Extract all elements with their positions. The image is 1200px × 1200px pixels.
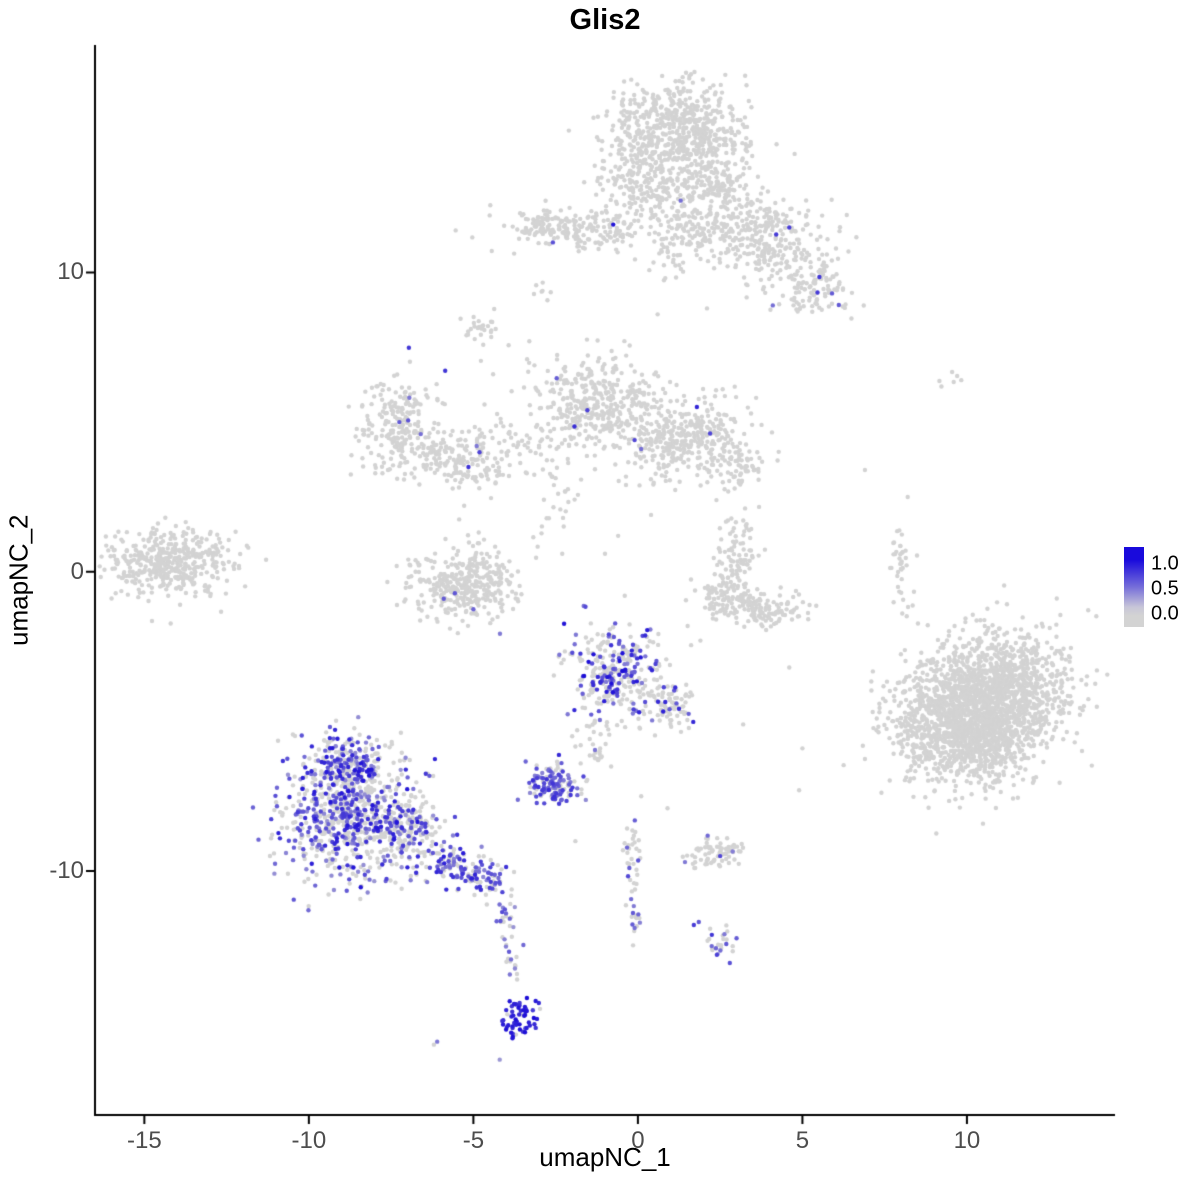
colorbar-gradient bbox=[1124, 547, 1144, 627]
x-tick-label: -10 bbox=[291, 1127, 327, 1154]
x-tick-label: -15 bbox=[127, 1127, 162, 1154]
legend-label-high: 1.0 bbox=[1151, 552, 1179, 575]
y-tick-label: 0 bbox=[70, 557, 84, 585]
y-axis-title: umapNC_2 bbox=[3, 514, 34, 646]
x-tick-label: 0 bbox=[631, 1127, 645, 1154]
x-tick-label: -5 bbox=[462, 1127, 485, 1154]
legend-label-mid: 0.5 bbox=[1151, 577, 1179, 600]
plot-title: Glis2 bbox=[569, 4, 641, 36]
x-tick-label: 10 bbox=[953, 1127, 981, 1154]
colorbar-legend: 1.0 0.5 0.0 bbox=[1124, 547, 1200, 639]
x-axis-title: umapNC_1 bbox=[539, 1142, 671, 1172]
y-tick-label: -10 bbox=[49, 857, 84, 885]
x-tick-label: 5 bbox=[795, 1127, 810, 1154]
legend-label-low: 0.0 bbox=[1151, 602, 1179, 625]
y-tick-label: 10 bbox=[57, 258, 84, 286]
